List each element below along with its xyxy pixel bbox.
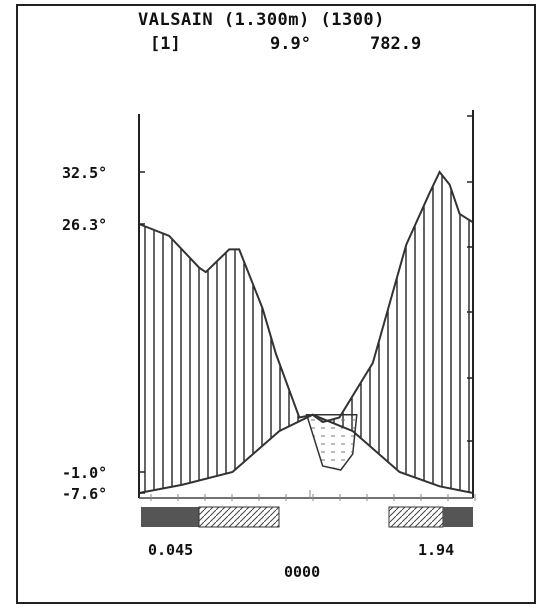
station-index: [1] bbox=[150, 34, 181, 54]
y-tick-label-1: 26.3° bbox=[62, 216, 107, 234]
y-tick-label-0: 32.5° bbox=[62, 164, 107, 182]
bar-dark-right bbox=[443, 507, 473, 527]
mean-temperature: 9.9° bbox=[270, 34, 311, 54]
bottom-bar bbox=[141, 506, 473, 528]
chart-title: VALSAIN (1.300m) (1300) bbox=[138, 10, 385, 30]
x-tick-right: 1.94 bbox=[418, 541, 454, 559]
x-tick-left: 0.045 bbox=[148, 541, 193, 559]
x-tick-center: 0000 bbox=[284, 563, 320, 581]
min-temperature-line bbox=[138, 413, 474, 494]
bar-hatch-right bbox=[388, 506, 444, 528]
plot-area bbox=[138, 170, 474, 494]
total-value: 782.9 bbox=[370, 34, 422, 54]
temperature-band bbox=[139, 172, 473, 493]
y-tick-label-2: -1.0° bbox=[62, 464, 107, 482]
bar-hatch-left bbox=[198, 506, 280, 528]
y-axis: 32.5° 26.3° -1.0° -7.6° bbox=[62, 110, 476, 503]
y-tick-label-3: -7.6° bbox=[62, 485, 107, 503]
bar-dark-left bbox=[141, 507, 199, 527]
